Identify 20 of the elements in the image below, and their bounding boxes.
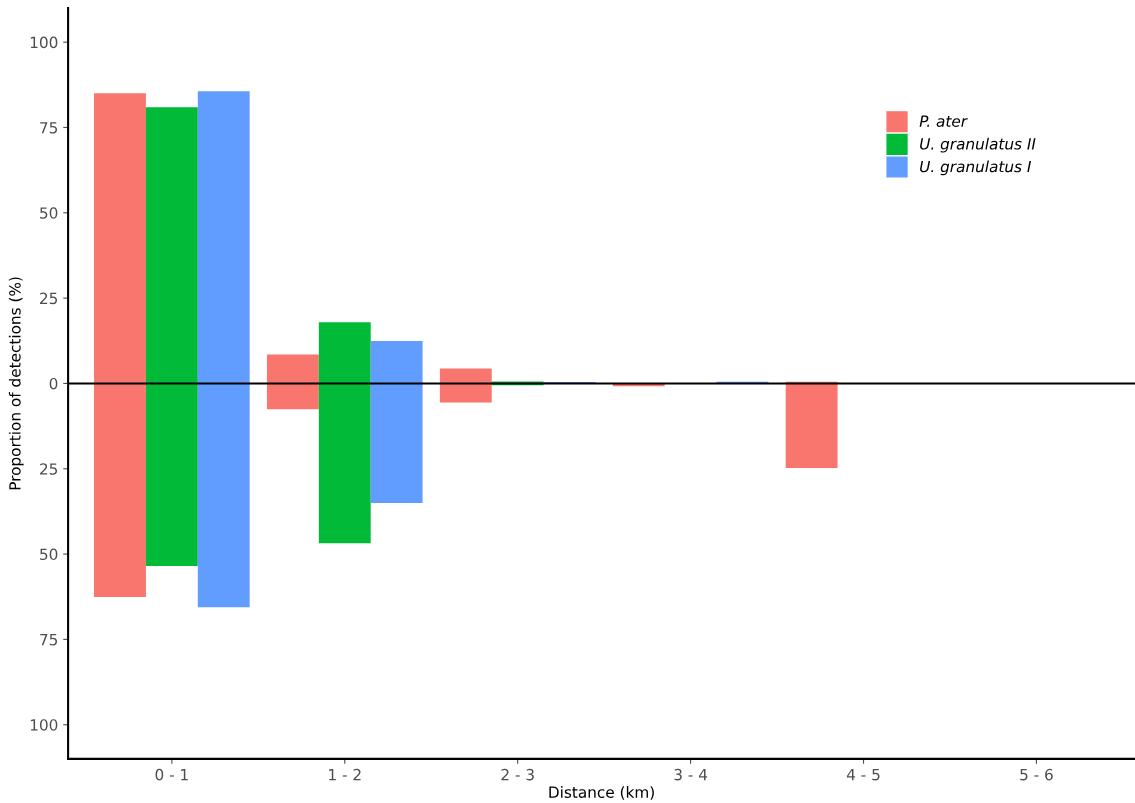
x-axis-title: Distance (km) xyxy=(549,786,654,800)
legend-label: U. granulatus II xyxy=(920,137,1036,153)
x-tick-label: 0 - 1 xyxy=(155,768,188,781)
x-tick-label: 3 - 4 xyxy=(674,768,708,781)
y-tick-label: 50 xyxy=(40,207,58,219)
y-tick-label: 0 xyxy=(49,377,58,390)
y-axis-title: Proportion of detections (%) xyxy=(8,277,24,490)
y-tick-label: 75 xyxy=(40,634,58,646)
y-tick-label: 100 xyxy=(30,36,58,49)
x-tick-label: 4 - 5 xyxy=(846,769,880,781)
legend-label: U. granulatus I xyxy=(920,160,1031,176)
y-tick-label: 25 xyxy=(40,292,58,305)
x-tick-label: 5 - 6 xyxy=(1020,768,1053,781)
y-tick-label: 100 xyxy=(30,719,58,731)
y-tick-label: 75 xyxy=(40,122,58,134)
y-tick-label: 25 xyxy=(40,463,58,475)
legend-label: P. ater xyxy=(919,115,968,127)
x-tick-label: 2 - 3 xyxy=(501,768,534,781)
x-tick-label: 1 - 2 xyxy=(329,768,361,781)
y-tick-label: 50 xyxy=(40,548,58,561)
